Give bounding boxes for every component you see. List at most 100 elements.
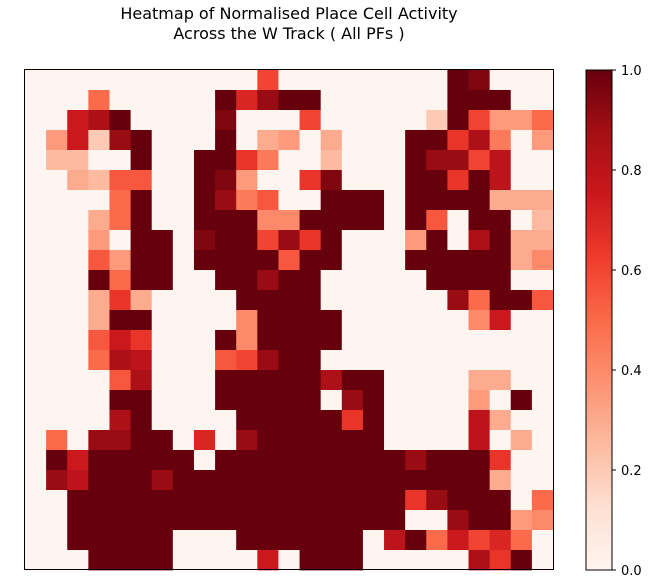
heatmap-cell bbox=[193, 450, 216, 471]
heatmap-cell bbox=[109, 70, 131, 91]
heatmap-cell bbox=[341, 370, 364, 391]
heatmap-cell bbox=[341, 250, 364, 271]
heatmap-cell bbox=[257, 470, 279, 491]
colorbar-tick-label: 0.8 bbox=[621, 164, 642, 179]
heatmap-cell bbox=[362, 290, 385, 311]
heatmap-cell bbox=[320, 290, 343, 311]
heatmap-cell bbox=[299, 90, 322, 111]
heatmap-cell bbox=[109, 130, 131, 151]
heatmap-cell bbox=[130, 450, 153, 471]
heatmap-cell bbox=[67, 470, 89, 491]
heatmap-cell bbox=[278, 390, 300, 411]
heatmap-cell bbox=[531, 450, 554, 471]
heatmap-cell bbox=[384, 410, 406, 431]
heatmap-cell bbox=[320, 510, 343, 531]
heatmap-cell bbox=[151, 490, 174, 511]
heatmap-cell bbox=[25, 290, 47, 311]
heatmap-cell bbox=[320, 70, 343, 91]
heatmap-cell bbox=[362, 490, 385, 511]
heatmap-cell bbox=[405, 150, 427, 171]
heatmap-cell bbox=[489, 70, 512, 91]
heatmap-cell bbox=[341, 530, 364, 551]
heatmap-cell bbox=[109, 150, 131, 171]
heatmap-cell bbox=[384, 230, 406, 251]
heatmap-cell bbox=[447, 290, 469, 311]
heatmap-cell bbox=[447, 170, 469, 191]
heatmap-cell bbox=[405, 190, 427, 211]
heatmap-cell bbox=[405, 350, 427, 371]
heatmap-cell bbox=[468, 510, 491, 531]
heatmap-cell bbox=[510, 310, 533, 331]
heatmap-cell bbox=[215, 110, 237, 131]
heatmap-cell bbox=[172, 310, 195, 331]
heatmap-cell bbox=[278, 290, 300, 311]
heatmap-cell bbox=[468, 470, 491, 491]
heatmap-cell bbox=[320, 270, 343, 291]
heatmap-cell bbox=[426, 450, 448, 471]
heatmap-cell bbox=[489, 290, 512, 311]
heatmap-cell bbox=[46, 350, 68, 371]
heatmap-cell bbox=[531, 530, 554, 551]
heatmap-cell bbox=[468, 150, 491, 171]
heatmap-cell bbox=[278, 90, 300, 111]
heatmap-cell bbox=[384, 530, 406, 551]
heatmap-cell bbox=[88, 290, 110, 311]
heatmap-cell bbox=[405, 510, 427, 531]
heatmap-cell bbox=[447, 150, 469, 171]
heatmap-cell bbox=[46, 550, 68, 571]
heatmap-cell bbox=[172, 110, 195, 131]
heatmap-cell bbox=[109, 450, 131, 471]
heatmap-cell bbox=[531, 390, 554, 411]
heatmap-cell bbox=[299, 290, 322, 311]
heatmap-cell bbox=[278, 450, 300, 471]
heatmap-cell bbox=[257, 450, 279, 471]
heatmap-cell bbox=[172, 250, 195, 271]
heatmap-cell bbox=[88, 430, 110, 451]
heatmap-cell bbox=[109, 210, 131, 231]
heatmap-cell bbox=[299, 410, 322, 431]
heatmap-cell bbox=[426, 250, 448, 271]
heatmap-cell bbox=[67, 370, 89, 391]
heatmap-cell bbox=[67, 350, 89, 371]
heatmap-cell bbox=[447, 490, 469, 511]
heatmap-cell bbox=[447, 110, 469, 131]
heatmap-cell bbox=[405, 310, 427, 331]
heatmap-cell bbox=[130, 150, 153, 171]
heatmap-cell bbox=[257, 410, 279, 431]
heatmap-cell bbox=[531, 490, 554, 511]
heatmap-cell bbox=[257, 170, 279, 191]
heatmap-cell bbox=[151, 410, 174, 431]
heatmap-cell bbox=[510, 370, 533, 391]
heatmap-cell bbox=[88, 90, 110, 111]
heatmap-cell bbox=[384, 510, 406, 531]
heatmap-cell bbox=[130, 310, 153, 331]
heatmap-cell bbox=[362, 190, 385, 211]
heatmap-cell bbox=[405, 450, 427, 471]
heatmap-cell bbox=[67, 230, 89, 251]
heatmap-cell bbox=[236, 550, 258, 571]
heatmap-cell bbox=[193, 290, 216, 311]
heatmap-cell bbox=[151, 190, 174, 211]
heatmap-cell bbox=[193, 390, 216, 411]
heatmap-cell bbox=[88, 230, 110, 251]
heatmap-cell bbox=[278, 310, 300, 331]
heatmap-cell bbox=[236, 310, 258, 331]
heatmap-cell bbox=[109, 410, 131, 431]
heatmap-cell bbox=[510, 510, 533, 531]
heatmap-cell bbox=[426, 550, 448, 571]
heatmap-cell bbox=[489, 410, 512, 431]
heatmap-cell bbox=[193, 190, 216, 211]
heatmap-cell bbox=[25, 170, 47, 191]
heatmap-cell bbox=[320, 470, 343, 491]
heatmap-cell bbox=[236, 250, 258, 271]
heatmap-cell bbox=[109, 490, 131, 511]
heatmap-cell bbox=[151, 110, 174, 131]
heatmap-cell bbox=[46, 470, 68, 491]
heatmap-cell bbox=[151, 250, 174, 271]
heatmap-cell bbox=[151, 310, 174, 331]
heatmap-cell bbox=[320, 530, 343, 551]
heatmap-cell bbox=[489, 430, 512, 451]
heatmap-cell bbox=[299, 150, 322, 171]
heatmap-cell bbox=[510, 550, 533, 571]
heatmap-cell bbox=[257, 530, 279, 551]
